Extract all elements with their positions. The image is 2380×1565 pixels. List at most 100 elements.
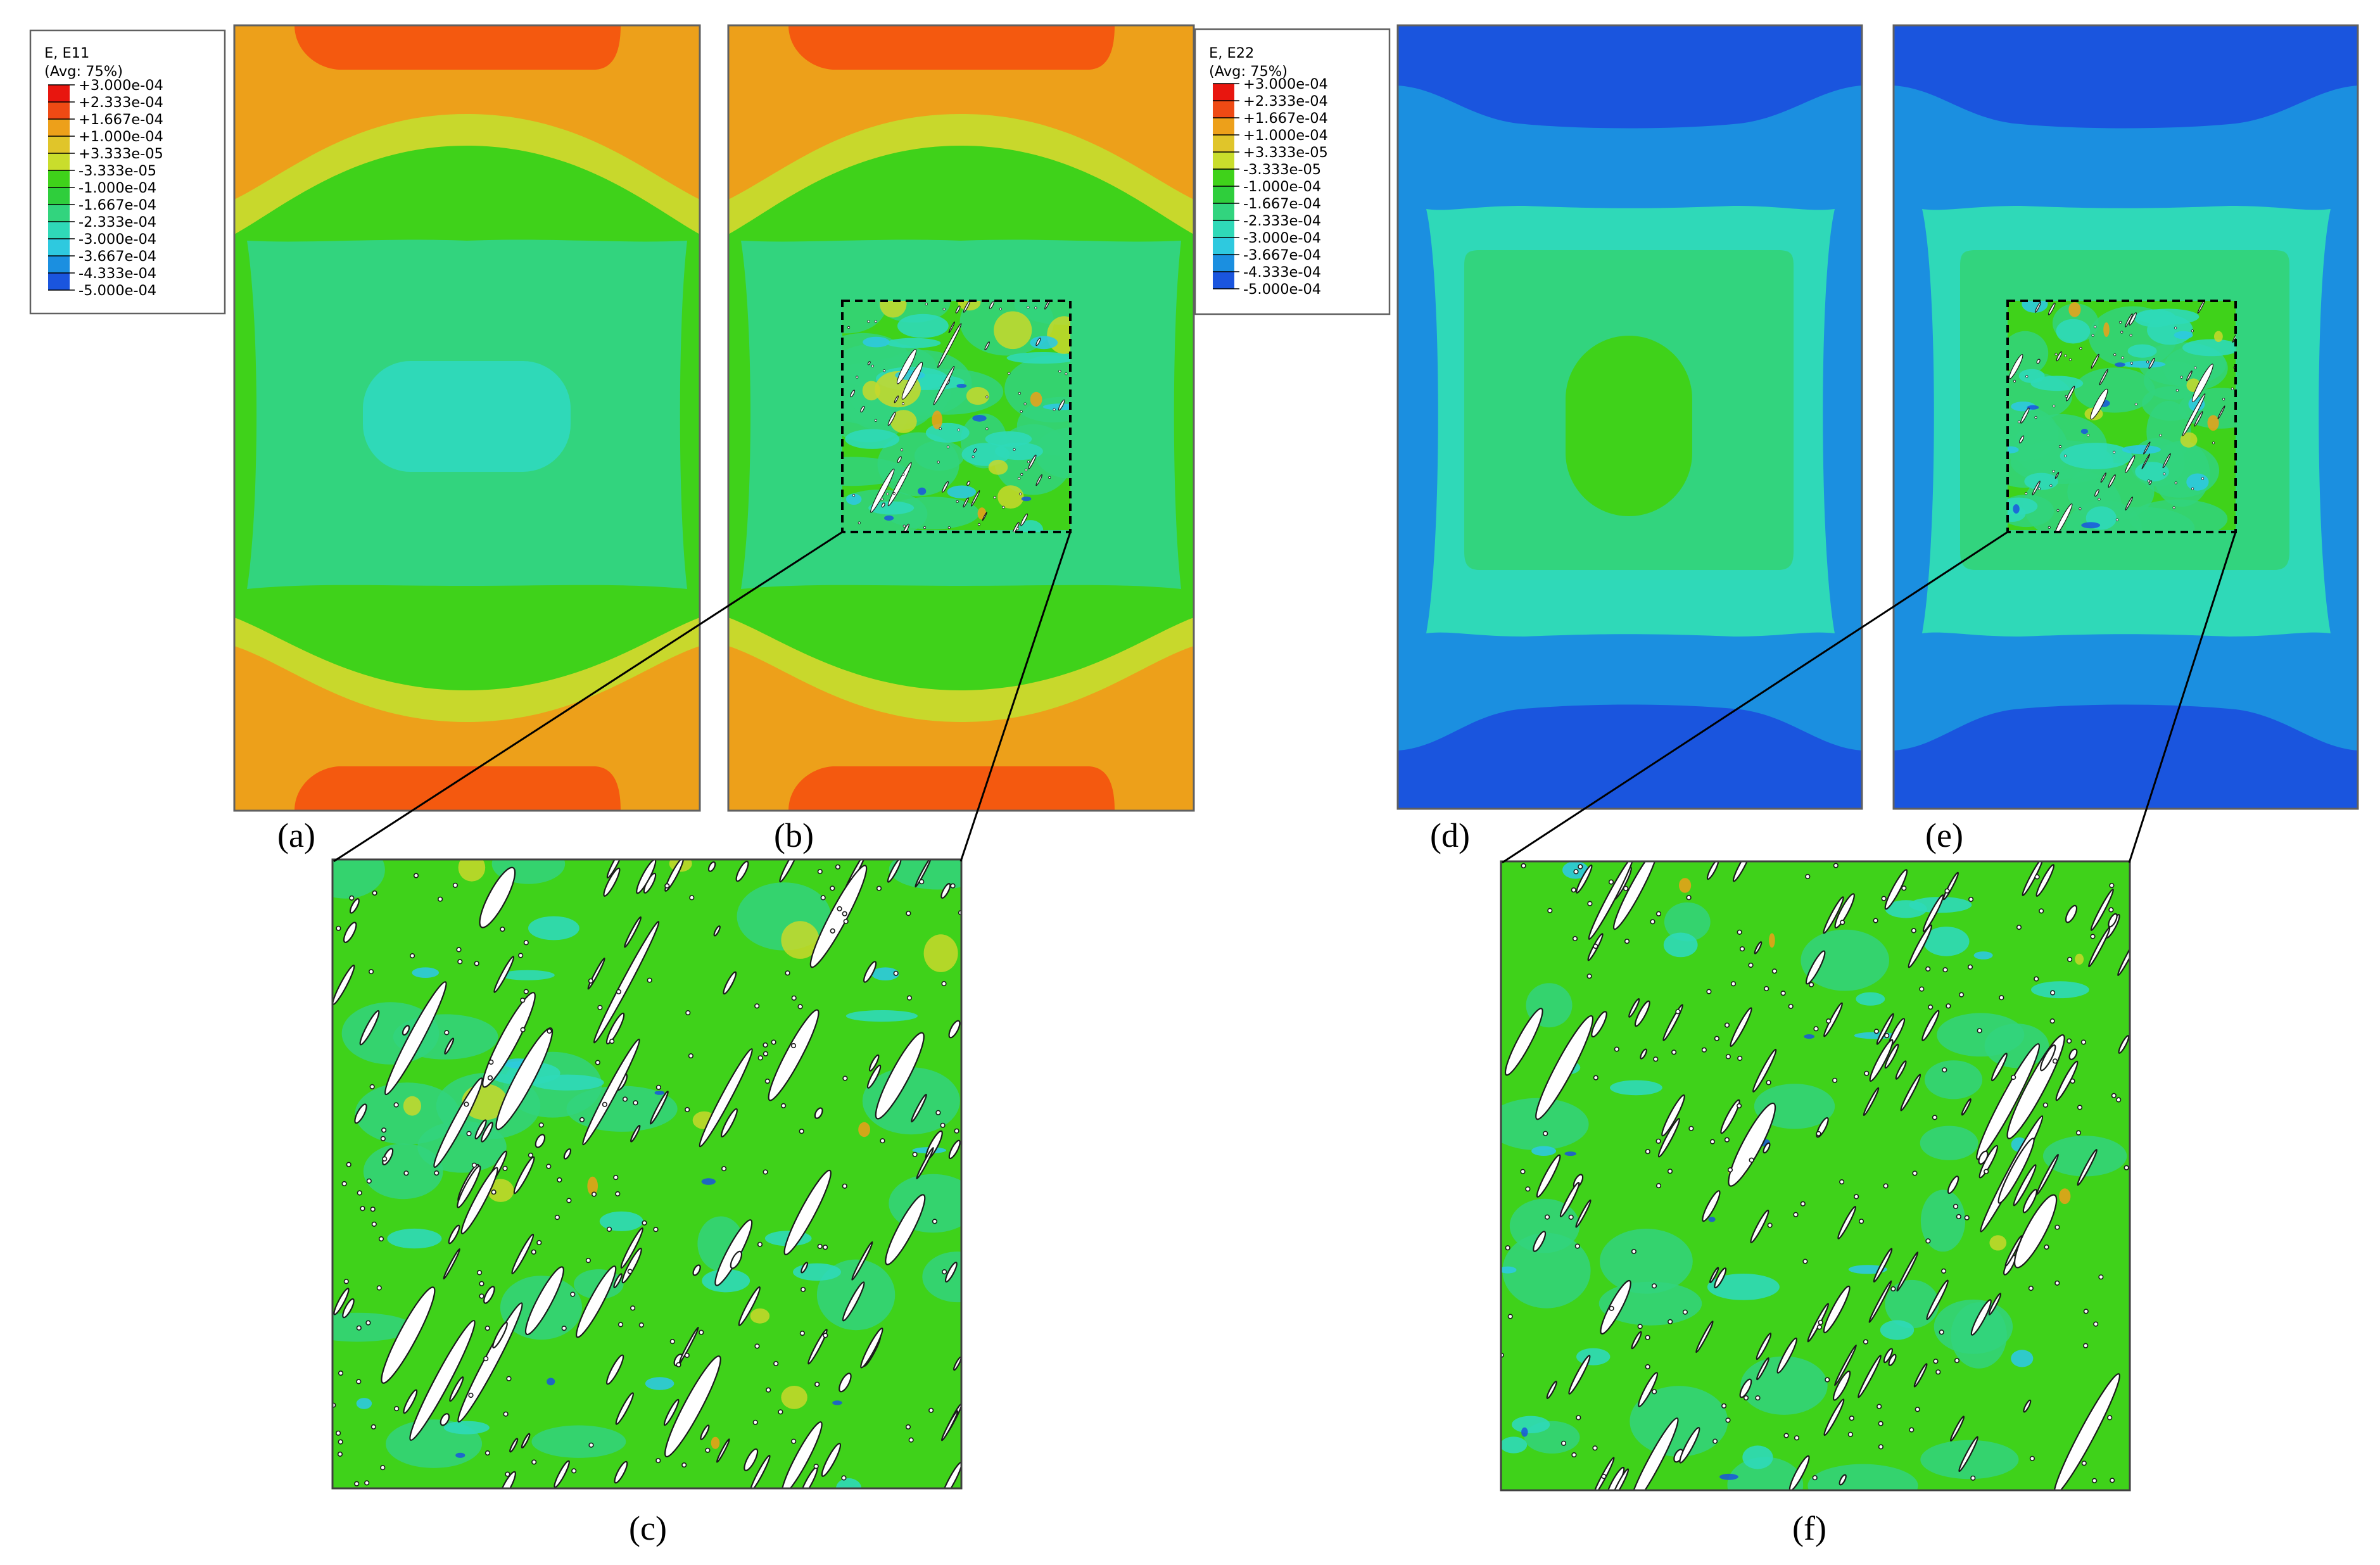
pore xyxy=(1574,1243,1580,1249)
crack xyxy=(342,1298,355,1319)
strain-patch xyxy=(2027,405,2039,410)
panel-f-zoom-detail xyxy=(1500,860,2131,1492)
pore xyxy=(346,1162,351,1167)
crack xyxy=(1739,1378,1752,1398)
pore xyxy=(2056,509,2060,512)
pore xyxy=(1813,1026,1819,1032)
panel-d-e22-contour xyxy=(1396,24,1863,810)
pore xyxy=(370,1207,376,1212)
pore xyxy=(1737,1055,1743,1061)
crack xyxy=(621,1248,642,1284)
pore xyxy=(2116,1097,2122,1103)
pore xyxy=(1543,1131,1548,1136)
pore xyxy=(561,1326,567,1331)
crack xyxy=(1058,399,1065,411)
crack xyxy=(443,1248,460,1280)
crack xyxy=(2032,480,2041,496)
legend-e22: E, E22 (Avg: 75%) +3.000e-04+2.333e-04+1… xyxy=(1194,28,1391,315)
pore xyxy=(1631,1248,1636,1255)
pore xyxy=(905,1424,911,1430)
crack xyxy=(937,323,962,369)
pore xyxy=(595,1060,600,1065)
legend-value-label: +3.000e-04 xyxy=(1243,76,1328,92)
crack xyxy=(807,1328,828,1365)
strain-patch xyxy=(2186,473,2209,491)
crack xyxy=(576,1265,617,1338)
pore xyxy=(2130,362,2133,365)
crack xyxy=(2194,411,2203,427)
pore xyxy=(664,883,670,889)
pore xyxy=(813,1464,819,1469)
crack xyxy=(730,1250,743,1269)
strain-patch xyxy=(884,515,894,521)
crack xyxy=(2055,1060,2079,1101)
pore xyxy=(1802,1258,1808,1264)
pore xyxy=(1576,1415,1581,1421)
pore xyxy=(684,1352,690,1359)
crack xyxy=(1750,1209,1769,1243)
crack xyxy=(1834,893,1855,929)
legend-value-label: -2.333e-04 xyxy=(79,214,156,231)
legend-swatch xyxy=(1213,84,1234,101)
crack xyxy=(1720,1099,1740,1134)
pore xyxy=(2108,907,2114,913)
pore xyxy=(1686,895,1692,901)
strain-patch xyxy=(2068,302,2081,317)
pore xyxy=(688,1053,694,1059)
crack xyxy=(2141,453,2151,469)
pore xyxy=(523,989,529,994)
strain-patch xyxy=(932,410,942,429)
crack xyxy=(2094,489,2099,497)
pore xyxy=(2090,934,2096,939)
pore xyxy=(2053,405,2056,408)
pore xyxy=(479,1281,484,1286)
pore xyxy=(1984,1169,1989,1174)
crack xyxy=(1833,1344,1858,1386)
strain-patch xyxy=(1707,1274,1780,1300)
crack xyxy=(1961,1098,1972,1116)
crack xyxy=(779,859,800,883)
pore xyxy=(365,1320,371,1326)
pore xyxy=(1749,1157,1754,1163)
strain-patch xyxy=(443,1421,490,1435)
pore xyxy=(2180,376,2183,379)
crack xyxy=(1997,1137,2035,1204)
pore xyxy=(2191,329,2194,333)
pore xyxy=(1840,920,1845,925)
pore xyxy=(380,1136,386,1141)
pore xyxy=(757,1055,763,1061)
crack xyxy=(2186,371,2193,381)
pore xyxy=(1706,989,1712,994)
strain-patch xyxy=(1920,1440,2019,1479)
pore xyxy=(1970,1475,1976,1481)
pore xyxy=(1651,1283,1657,1289)
legend-swatch xyxy=(48,273,70,290)
pore xyxy=(919,879,925,885)
pore xyxy=(1571,887,1576,893)
pore xyxy=(456,947,462,953)
crack xyxy=(1028,454,1037,470)
strain-patch xyxy=(858,1122,870,1137)
legend-value-label: -3.667e-04 xyxy=(79,248,156,265)
pore xyxy=(880,497,883,501)
panel-b-zoom-box xyxy=(841,300,1072,533)
crack xyxy=(606,1354,624,1385)
legend-swatch xyxy=(48,153,70,170)
pore xyxy=(2147,479,2150,483)
pore xyxy=(2174,481,2177,485)
crack xyxy=(1823,1398,1845,1436)
pore xyxy=(1637,1324,1643,1329)
pore xyxy=(1958,992,1965,998)
strain-patch xyxy=(1742,1445,1773,1469)
crack xyxy=(713,925,721,937)
pore xyxy=(900,448,904,452)
pore xyxy=(1655,1138,1661,1144)
pore xyxy=(1653,1056,1659,1062)
pore xyxy=(1688,1125,1694,1131)
pore xyxy=(858,521,861,524)
pore xyxy=(2091,1478,2098,1484)
pore xyxy=(1655,911,1662,916)
pore xyxy=(721,1166,727,1172)
crack xyxy=(2065,904,2078,923)
pore xyxy=(464,1101,469,1107)
